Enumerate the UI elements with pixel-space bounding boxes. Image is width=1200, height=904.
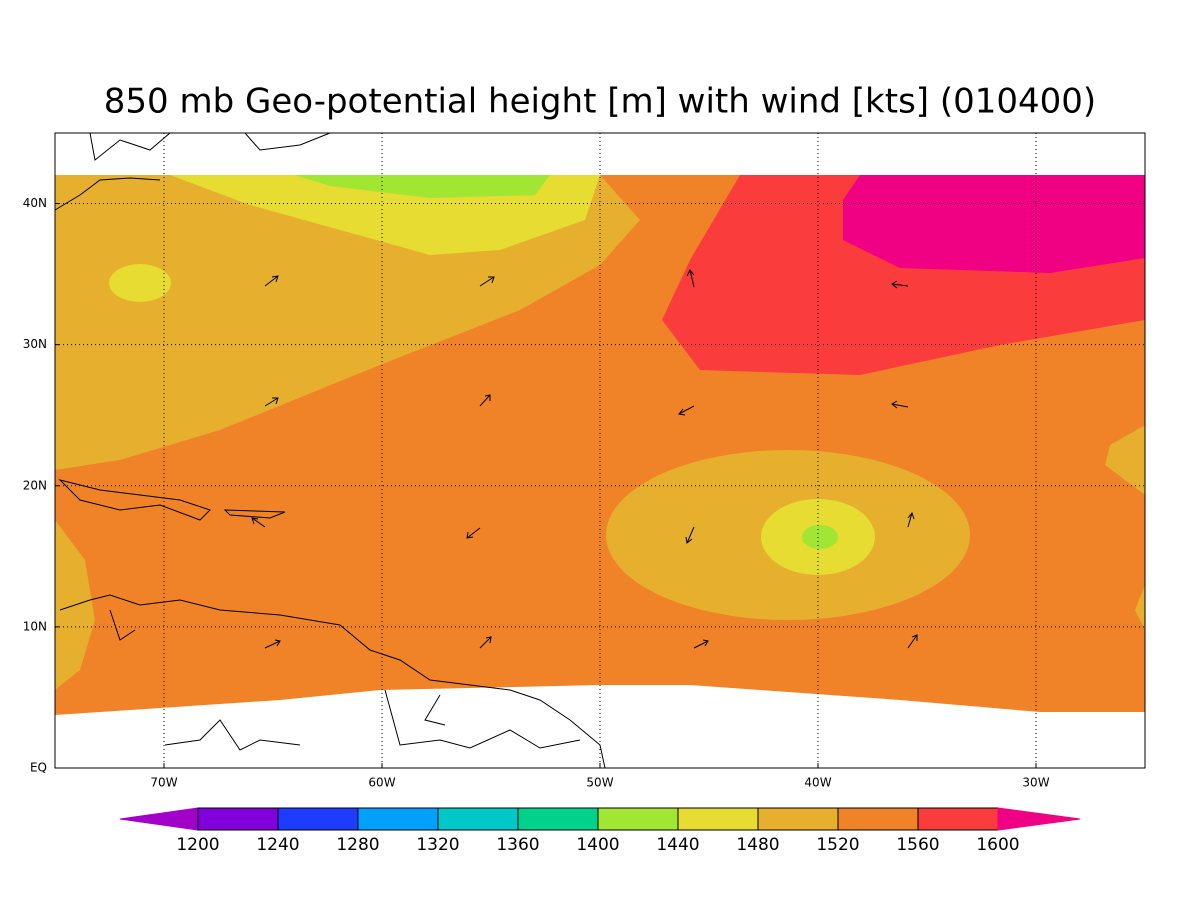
colorbar-label: 1600 <box>976 835 1019 855</box>
contour-fill <box>295 175 550 198</box>
map-title: 850 mb Geo-potential height [m] with win… <box>104 82 1096 122</box>
wind-arrow <box>479 636 492 649</box>
coastline <box>59 594 606 769</box>
wind-arrow <box>891 280 909 289</box>
colorbar-box <box>677 807 759 831</box>
lat-label: 30N <box>23 337 47 351</box>
lat-label: EQ <box>30 761 47 775</box>
lat-label: 10N <box>23 619 47 633</box>
colorbar-label: 1320 <box>416 835 459 855</box>
contour-fill <box>1105 425 1145 495</box>
lon-label: 70W <box>150 776 177 790</box>
colorbar-label: 1240 <box>256 835 299 855</box>
wind-arrow <box>693 639 709 649</box>
contour-fill <box>109 264 171 302</box>
contour-fill <box>1135 585 1145 630</box>
wind-arrow <box>678 405 695 416</box>
height-field <box>55 175 1145 715</box>
colorbar-box <box>837 807 919 831</box>
wind-arrow <box>891 400 909 409</box>
wind-arrow <box>907 634 918 649</box>
contour-fill <box>843 175 1145 273</box>
wind-arrow <box>264 639 281 649</box>
coastline <box>58 479 286 521</box>
wind-arrow <box>685 526 695 544</box>
lon-label: 60W <box>368 776 395 790</box>
coastlines <box>54 132 606 769</box>
wind-arrow <box>466 527 481 539</box>
colorbar-extend <box>997 807 1081 831</box>
wind-arrow <box>686 269 695 288</box>
colorbar-label: 1280 <box>336 835 379 855</box>
colorbar-label: 1520 <box>816 835 859 855</box>
lon-label: 50W <box>586 776 613 790</box>
wind-arrow <box>479 394 491 407</box>
wind-vectors <box>251 269 918 649</box>
wind-arrow <box>251 517 266 528</box>
coastline <box>384 689 581 749</box>
colorbar-label: 1200 <box>176 835 219 855</box>
colorbar-box <box>597 807 679 831</box>
colorbar-extend <box>119 807 199 831</box>
colorbar-box <box>517 807 599 831</box>
wind-arrow <box>264 397 279 407</box>
map-frame <box>54 132 1146 769</box>
wind-arrow <box>907 511 915 528</box>
lon-label: 30W <box>1022 776 1049 790</box>
colorbar: 1200 1240 1280 1320 1360 1400 1440 1480 1520 1560… <box>119 807 1081 855</box>
colorbar-box <box>197 807 279 831</box>
colorbar-box <box>757 807 839 831</box>
graticule: 70W 60W 50W 40W 30W EQ 10N 20N 30N 40N <box>23 133 1145 790</box>
colorbar-label: 1400 <box>576 835 619 855</box>
lon-label: 40W <box>804 776 831 790</box>
colorbar-label: 1480 <box>736 835 779 855</box>
contour-fill <box>802 525 838 549</box>
lat-label: 20N <box>23 478 47 492</box>
colorbar-label: 1560 <box>896 835 939 855</box>
wind-arrow <box>264 275 279 287</box>
colorbar-box <box>917 807 999 831</box>
colorbar-box <box>277 807 359 831</box>
colorbar-label: 1360 <box>496 835 539 855</box>
wind-arrow <box>479 276 495 287</box>
colorbar-label: 1440 <box>656 835 699 855</box>
colorbar-box <box>437 807 519 831</box>
colorbar-box <box>357 807 439 831</box>
coastline <box>54 132 331 211</box>
lat-label: 40N <box>23 196 47 210</box>
